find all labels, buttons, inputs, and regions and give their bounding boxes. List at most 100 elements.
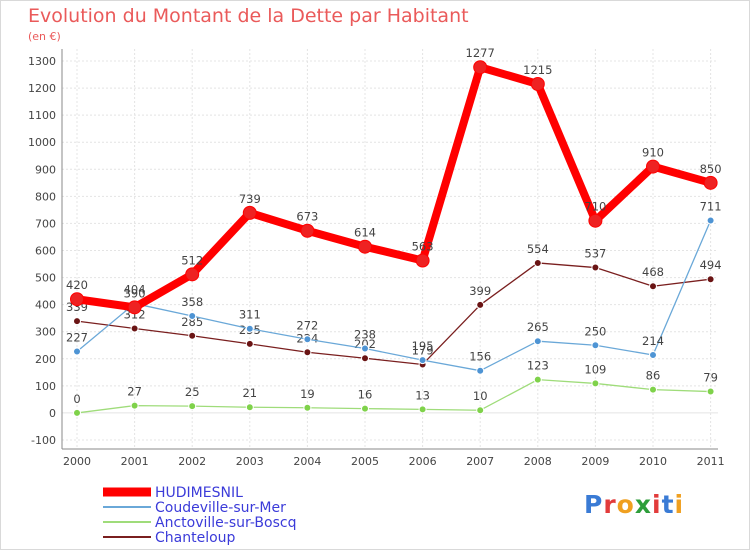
y-tick-label: 1300	[28, 55, 56, 68]
data-label: 272	[296, 318, 318, 332]
data-label: 710	[584, 200, 606, 214]
data-label: 265	[527, 320, 549, 334]
data-point	[185, 267, 200, 282]
data-label: 850	[700, 162, 722, 176]
x-tick-label: 2006	[409, 455, 437, 468]
data-point	[361, 404, 369, 413]
proxiti-logo: Proxiti	[584, 490, 684, 519]
data-label: 420	[66, 278, 88, 292]
legend-label: Coudeville-sur-Mer	[155, 500, 286, 516]
data-point	[303, 403, 312, 412]
data-label: 563	[412, 240, 434, 254]
series-line	[76, 378, 712, 414]
data-label: 214	[642, 334, 664, 348]
y-tick-label: 1000	[28, 136, 56, 149]
data-point	[418, 405, 427, 414]
x-tick-label: 2004	[293, 455, 321, 468]
y-tick-label: 600	[35, 245, 56, 258]
data-label: 0	[73, 392, 80, 406]
data-point	[533, 337, 542, 346]
legend-label: Chanteloup	[155, 530, 236, 546]
data-label: 468	[642, 265, 664, 279]
data-label: 673	[296, 210, 318, 224]
series-coudeville-sur-mer: 227 404 358 311 272 238 195 156 265 250 214 711	[66, 199, 722, 375]
data-point	[73, 347, 81, 356]
data-label: 21	[242, 386, 257, 400]
data-point	[649, 282, 657, 291]
data-point	[242, 205, 257, 220]
chart-title: Evolution du Montant de la Dette par Hab…	[28, 5, 469, 27]
data-point	[706, 387, 715, 396]
data-point	[70, 292, 84, 307]
y-tick-label: 500	[35, 272, 56, 285]
x-tick-label: 2010	[639, 455, 667, 468]
series-anctoville-sur-boscq: 0 27 25 21 19 16 13 10 123 109 86 79	[73, 359, 718, 417]
logo-letter: i	[674, 490, 685, 519]
y-tick-label: 0	[49, 407, 56, 420]
series-hudimesnil: 420 390 512 739 673 614 563 1277 1215 710 910 850	[66, 46, 722, 315]
y-tick-label: 700	[35, 217, 56, 230]
data-point	[649, 385, 657, 394]
data-point	[588, 213, 603, 228]
data-point	[415, 253, 430, 268]
data-label: 16	[358, 388, 373, 402]
y-tick-label: -100	[31, 434, 56, 447]
chart-unit-label: (en €)	[28, 30, 61, 43]
x-tick-label: 2003	[236, 455, 264, 468]
data-label: 739	[239, 192, 261, 206]
series-line	[76, 219, 712, 372]
y-tick-label: 1200	[28, 82, 56, 95]
data-point	[703, 175, 718, 190]
data-point	[245, 324, 254, 333]
x-tick-label: 2009	[581, 455, 609, 468]
legend-label: Anctoville-sur-Boscq	[155, 515, 296, 531]
data-point	[533, 375, 542, 384]
data-point	[358, 239, 372, 254]
data-label: 404	[124, 283, 146, 297]
data-label: 19	[300, 387, 315, 401]
data-point	[127, 300, 142, 315]
x-tick-label: 2005	[351, 455, 379, 468]
data-point	[706, 216, 715, 225]
data-label: 1277	[466, 46, 495, 60]
data-point	[73, 317, 81, 326]
data-point	[303, 335, 312, 344]
series-line	[76, 262, 712, 366]
data-point	[300, 223, 315, 238]
data-label: 10	[473, 389, 488, 403]
y-tick-label: 900	[35, 163, 56, 176]
logo-letter: P	[584, 490, 604, 519]
data-label: 79	[703, 371, 718, 385]
legend-label: HUDIMESNIL	[155, 485, 243, 501]
data-label: 195	[412, 339, 434, 353]
data-label: 27	[127, 385, 142, 399]
data-label: 910	[642, 146, 664, 160]
data-point	[591, 379, 600, 388]
logo-letter: i	[652, 490, 662, 519]
logo-letter: x	[634, 490, 652, 519]
data-label: 13	[415, 388, 430, 402]
data-point	[706, 275, 715, 284]
data-point	[646, 159, 660, 174]
x-tick-label: 2011	[697, 455, 725, 468]
data-label: 494	[700, 258, 722, 272]
series-line	[73, 63, 715, 312]
data-label: 250	[584, 324, 606, 338]
data-label: 109	[584, 362, 606, 376]
data-point	[188, 331, 197, 340]
data-label: 390	[124, 286, 146, 300]
logo-letter: t	[661, 490, 675, 519]
data-label: 358	[181, 295, 203, 309]
y-tick-label: 800	[35, 190, 56, 203]
data-point	[130, 324, 139, 333]
data-label: 554	[527, 242, 549, 256]
data-label: 25	[185, 385, 200, 399]
data-point	[188, 402, 197, 411]
x-tick-label: 2002	[178, 455, 206, 468]
data-point	[476, 406, 485, 415]
data-point	[303, 348, 312, 357]
data-label: 179	[412, 343, 434, 357]
y-tick-label: 200	[35, 353, 56, 366]
data-label: 156	[469, 350, 491, 364]
